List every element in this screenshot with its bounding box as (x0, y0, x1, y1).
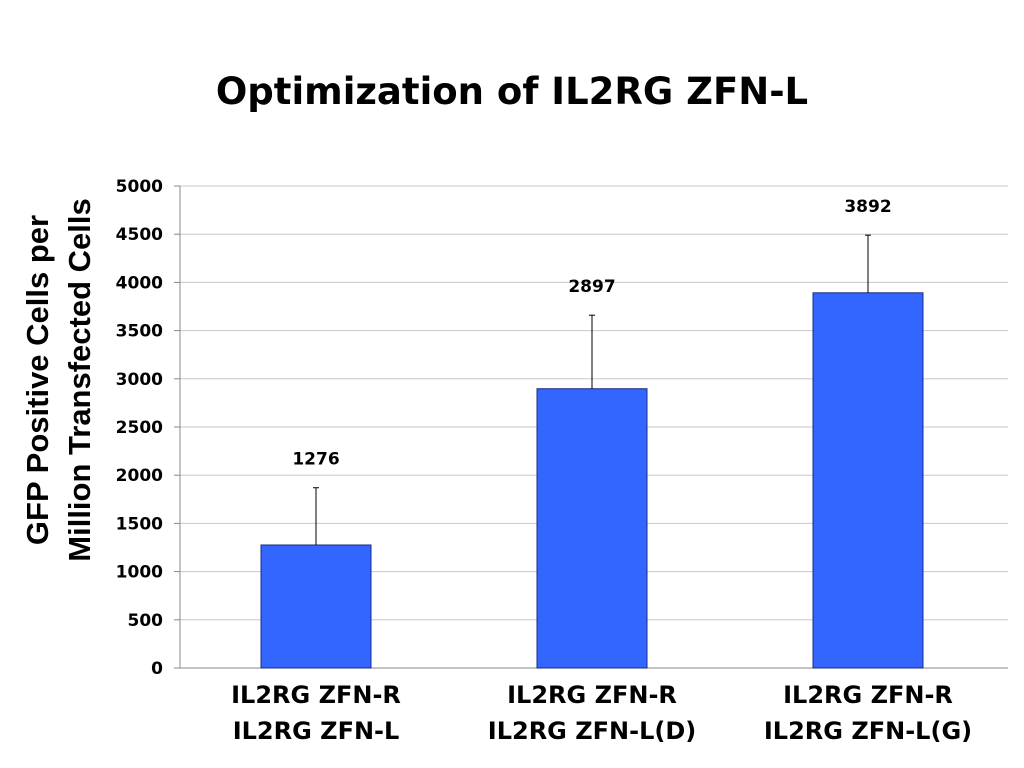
bars (260, 292, 924, 669)
y-tick-label: 5000 (116, 177, 163, 197)
y-axis-label: GFP Positive Cells per Million Transfect… (20, 198, 97, 561)
y-tick-label: 500 (128, 611, 164, 631)
y-axis-label-line-1: GFP Positive Cells per (20, 215, 55, 545)
error-bars (313, 234, 871, 545)
y-tick-label: 1500 (116, 514, 163, 534)
y-tick-label: 3500 (116, 322, 163, 342)
y-tick-label: 4000 (116, 273, 163, 293)
y-axis-label-line-2: Million Transfected Cells (62, 198, 97, 561)
y-tick-label: 0 (151, 659, 163, 679)
y-tick-label: 2500 (116, 418, 163, 438)
bar (812, 292, 924, 669)
y-tick-label: 4500 (116, 225, 163, 245)
x-category-label: IL2RG ZFN-L(G) (764, 717, 972, 745)
x-category-label: IL2RG ZFN-R (231, 681, 401, 709)
x-category-label: IL2RG ZFN-R (783, 681, 953, 709)
y-tick-label: 2000 (116, 466, 163, 486)
chart-title: Optimization of IL2RG ZFN-L (216, 70, 808, 113)
x-axis-categories: IL2RG ZFN-R IL2RG ZFN-L IL2RG ZFN-R IL2RG Z… (231, 681, 972, 745)
bar (536, 388, 648, 669)
x-category-label: IL2RG ZFN-R (507, 681, 677, 709)
y-tick-label: 3000 (116, 370, 163, 390)
y-axis-ticks: 0 500 1000 1500 2000 2500 3000 3500 4000 4500 5000 (116, 177, 180, 679)
data-label: 2897 (568, 277, 615, 297)
bar (260, 544, 372, 669)
x-category-label: IL2RG ZFN-L (233, 717, 400, 745)
data-label: 3892 (844, 197, 891, 217)
y-tick-label: 1000 (116, 563, 163, 583)
data-label: 1276 (292, 450, 339, 470)
x-category-label: IL2RG ZFN-L(D) (488, 717, 696, 745)
data-labels: 1276 2897 3892 (292, 197, 891, 470)
